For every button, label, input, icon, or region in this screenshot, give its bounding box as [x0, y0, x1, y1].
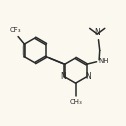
Text: N: N [61, 72, 66, 81]
Text: N: N [85, 72, 91, 81]
Text: NH: NH [99, 58, 109, 64]
Text: CH₃: CH₃ [69, 99, 82, 105]
Text: CF₃: CF₃ [10, 27, 21, 33]
Text: N: N [94, 28, 100, 37]
